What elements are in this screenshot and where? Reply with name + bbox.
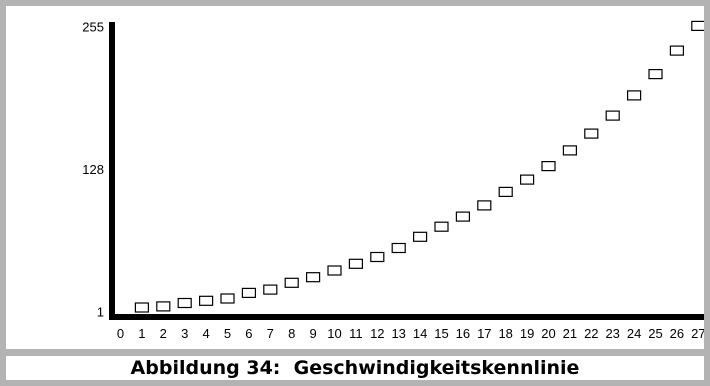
data-point bbox=[648, 68, 663, 80]
x-tick-label: 16 bbox=[456, 326, 470, 341]
x-tick-label: 17 bbox=[477, 326, 491, 341]
data-point bbox=[306, 272, 321, 283]
x-tick-label: 2 bbox=[160, 326, 167, 341]
data-point bbox=[263, 284, 278, 295]
data-point bbox=[370, 251, 385, 263]
data-point bbox=[348, 258, 363, 269]
data-point bbox=[498, 186, 513, 197]
x-tick-label: 1 bbox=[138, 326, 145, 341]
data-point bbox=[434, 221, 449, 232]
x-tick-label: 15 bbox=[434, 326, 448, 341]
x-tick-label: 6 bbox=[245, 326, 252, 341]
x-tick-label: 5 bbox=[224, 326, 231, 341]
x-tick-label: 19 bbox=[520, 326, 534, 341]
x-tick-label: 9 bbox=[309, 326, 316, 341]
data-point bbox=[199, 295, 214, 306]
x-tick-label: 10 bbox=[327, 326, 341, 341]
data-point bbox=[220, 293, 235, 304]
data-point bbox=[541, 161, 556, 172]
caption-separator bbox=[6, 349, 704, 356]
data-point bbox=[605, 110, 620, 121]
data-point bbox=[177, 297, 192, 309]
x-tick-label: 24 bbox=[627, 326, 641, 341]
x-tick-label: 12 bbox=[370, 326, 384, 341]
x-tick-label: 18 bbox=[498, 326, 512, 341]
x-tick-label: 0 bbox=[117, 326, 124, 341]
y-tick-labels: 1 128 255 bbox=[82, 20, 104, 320]
y-tick-label: 255 bbox=[82, 20, 104, 35]
x-tick-label: 27 bbox=[691, 326, 704, 341]
x-tick-label: 11 bbox=[349, 326, 363, 341]
data-point bbox=[284, 277, 299, 288]
x-tick-label: 22 bbox=[584, 326, 598, 341]
data-point bbox=[691, 20, 704, 31]
figure-caption: Abbildung 34: Geschwindigkeitskennlinie bbox=[130, 357, 580, 379]
x-tick-label: 25 bbox=[648, 326, 662, 341]
y-tick-label: 1 bbox=[97, 305, 104, 320]
x-tick-label: 4 bbox=[202, 326, 209, 341]
x-tick-label: 8 bbox=[288, 326, 295, 341]
x-tick-label: 3 bbox=[181, 326, 188, 341]
x-tick-label: 23 bbox=[605, 326, 619, 341]
data-point bbox=[134, 302, 149, 313]
data-point bbox=[584, 128, 599, 139]
x-tick-labels: 0 1 2 3 4 5 6 7 8 9 10 11 12 13 14 15 16 17 18 19 20 21 22 23 24… bbox=[117, 326, 704, 341]
x-tick-label: 26 bbox=[670, 326, 684, 341]
data-point bbox=[626, 90, 642, 101]
x-tick-label: 14 bbox=[413, 326, 427, 341]
data-point bbox=[327, 265, 342, 276]
x-tick-label: 13 bbox=[391, 326, 405, 341]
data-point bbox=[391, 242, 406, 254]
data-markers bbox=[134, 20, 704, 313]
data-point bbox=[562, 145, 578, 156]
x-tick-label: 21 bbox=[563, 326, 577, 341]
data-point bbox=[519, 174, 535, 185]
data-point bbox=[455, 211, 470, 222]
data-point bbox=[156, 301, 171, 312]
data-point bbox=[477, 200, 492, 211]
y-tick-label: 128 bbox=[82, 162, 104, 177]
data-point bbox=[241, 287, 256, 298]
data-point bbox=[413, 231, 428, 242]
x-tick-label: 7 bbox=[267, 326, 274, 341]
data-point bbox=[669, 45, 685, 56]
x-tick-label: 20 bbox=[541, 326, 555, 341]
